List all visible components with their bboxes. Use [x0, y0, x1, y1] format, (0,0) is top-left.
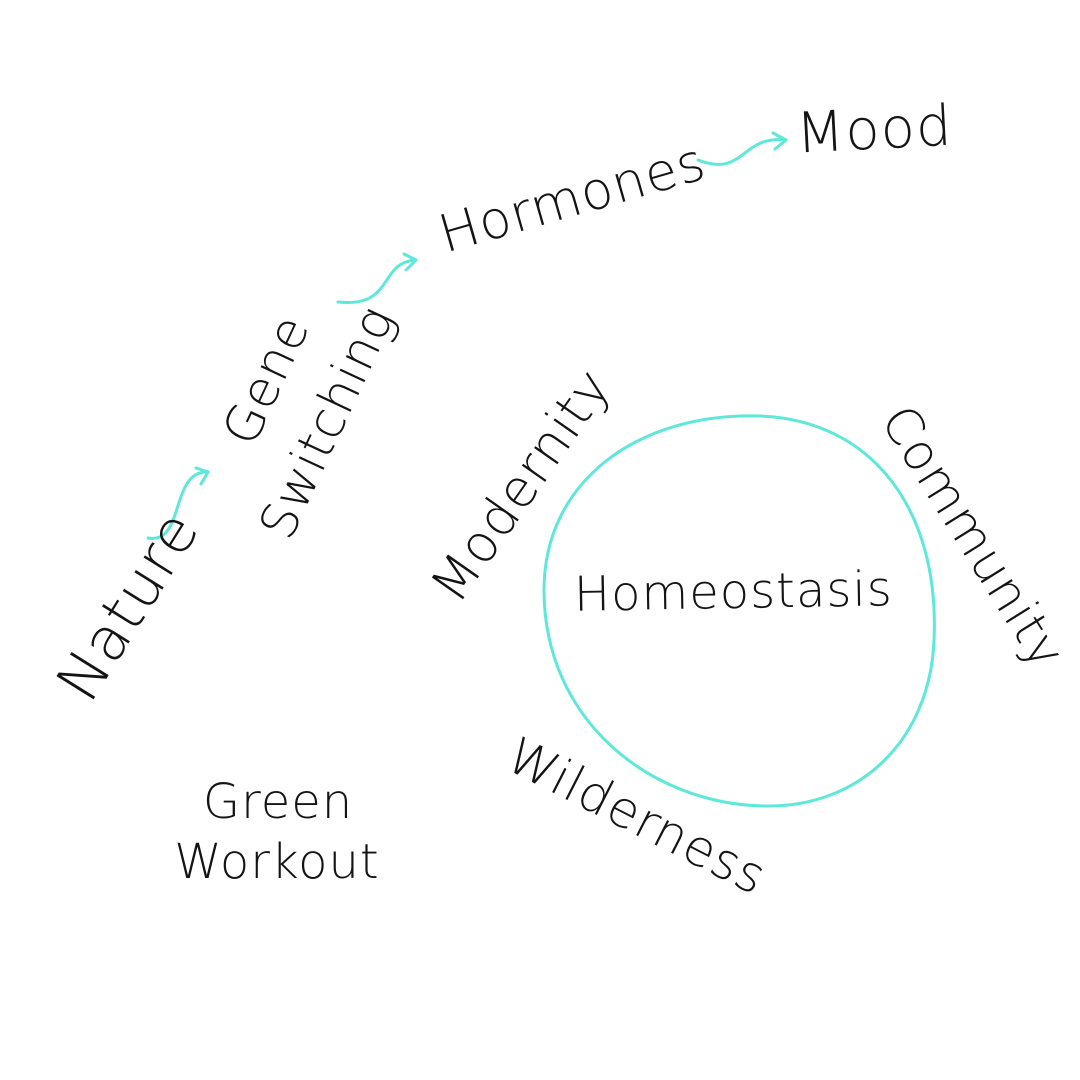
workout-label: Workout [174, 834, 380, 890]
arrow-nature-to-gene [146, 466, 210, 540]
mood-label: Mood [794, 93, 954, 167]
green-label: Green [202, 774, 354, 830]
homeostasis-circle [542, 414, 936, 808]
homeostasis-label: Homeostasis [573, 561, 894, 623]
arrow-gene-to-hormones [336, 252, 418, 305]
arrow-hormones-to-mood [696, 131, 788, 166]
